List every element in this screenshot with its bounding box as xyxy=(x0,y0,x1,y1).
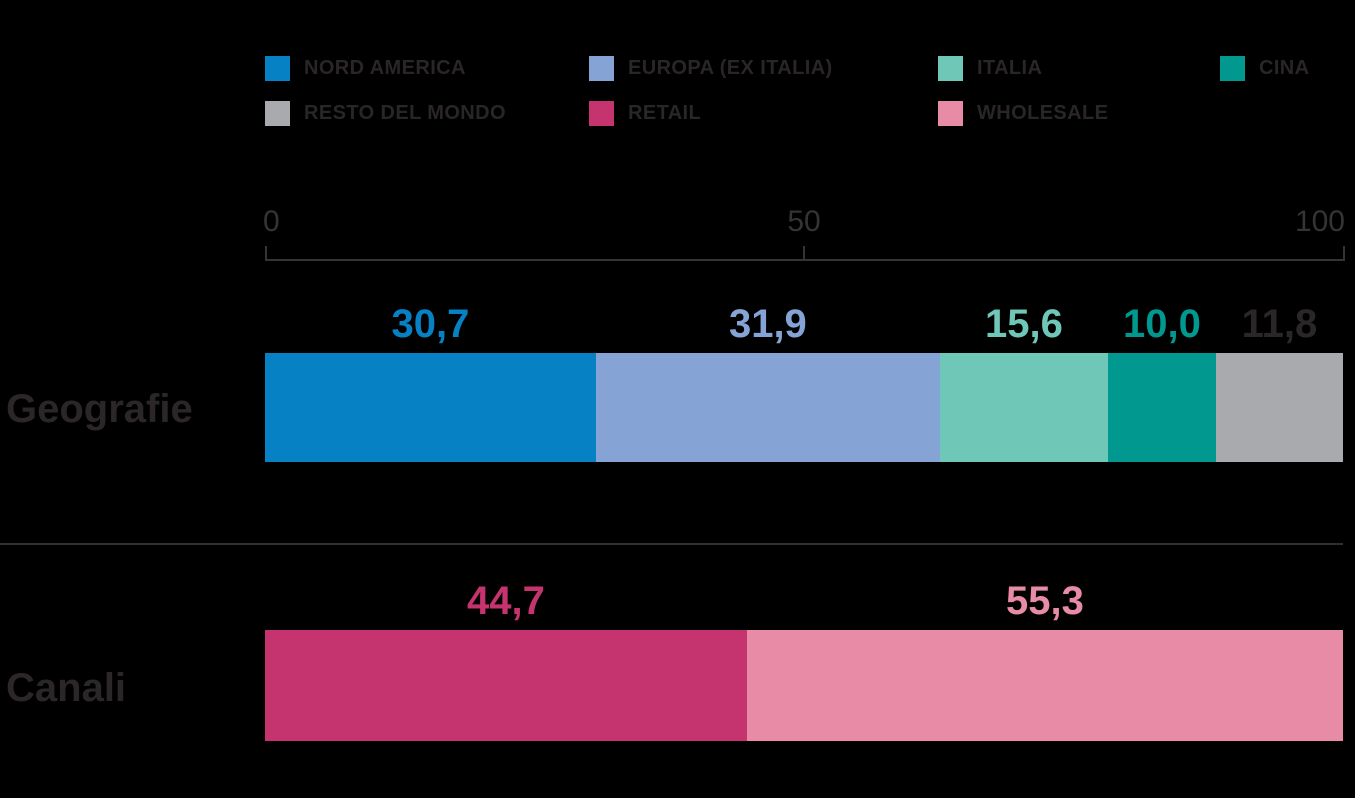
value-label-cina: 10,0 xyxy=(1122,302,1201,346)
legend-item-label: EUROPA (EX ITALIA) xyxy=(628,57,833,79)
value-label-europa-ex-italia: 31,9 xyxy=(728,302,807,346)
row-label-canali: Canali xyxy=(6,666,127,710)
legend-item-wholesale: WHOLESALE xyxy=(938,101,1108,126)
bar-track xyxy=(265,630,1343,741)
bar-segment-resto-del-mondo xyxy=(1215,353,1343,462)
legend-swatch-icon xyxy=(589,56,614,81)
legend-swatch-icon xyxy=(265,101,290,126)
x-axis-tick-mark xyxy=(1343,246,1345,261)
legend-item-italia: ITALIA xyxy=(938,56,1042,81)
legend-swatch-icon xyxy=(938,101,963,126)
legend-item-label: NORD AMERICA xyxy=(304,57,466,79)
value-labels-layer: 30,7 31,9 15,6 10,0 11,8 xyxy=(265,300,1343,347)
bar-segment-retail xyxy=(265,630,747,741)
legend-swatch-icon xyxy=(938,56,963,81)
x-axis-tick-label-50: 50 xyxy=(787,205,821,238)
x-axis-tick-label-100: 100 xyxy=(1294,205,1345,238)
legend-swatch-icon xyxy=(265,56,290,81)
row-label-geografie: Geografie xyxy=(6,387,193,431)
bar-segment-wholesale xyxy=(746,630,1343,741)
legend-item-resto-del-mondo: RESTO DEL MONDO xyxy=(265,101,506,126)
x-axis-tick-mark xyxy=(803,246,805,261)
x-axis-tick-mark xyxy=(265,246,267,261)
legend-swatch-icon xyxy=(589,101,614,126)
row-divider-line xyxy=(0,543,1343,545)
bar-segment-italia xyxy=(939,353,1108,462)
legend-item-cina: CINA xyxy=(1220,56,1310,81)
value-label-italia: 15,6 xyxy=(984,302,1063,346)
value-labels-layer: 44,7 55,3 xyxy=(265,577,1343,624)
value-label-nord-america: 30,7 xyxy=(391,302,470,346)
legend-item-retail: RETAIL xyxy=(589,101,701,126)
legend-swatch-icon xyxy=(1220,56,1245,81)
legend-item-label: CINA xyxy=(1259,57,1310,79)
bar-segment-cina xyxy=(1107,353,1216,462)
legend-item-nord-america: NORD AMERICA xyxy=(265,56,466,81)
legend-item-europa-ex-italia: EUROPA (EX ITALIA) xyxy=(589,56,833,81)
x-axis-line xyxy=(265,259,1345,261)
legend-item-label: WHOLESALE xyxy=(977,102,1109,124)
legend-item-label: RESTO DEL MONDO xyxy=(304,102,506,124)
bar-segment-europa-ex-italia xyxy=(595,353,940,462)
value-label-resto-del-mondo: 11,8 xyxy=(1241,302,1318,346)
value-label-wholesale: 55,3 xyxy=(1005,579,1084,623)
value-label-retail: 44,7 xyxy=(466,579,545,623)
legend-item-label: ITALIA xyxy=(977,57,1043,79)
x-axis-tick-label-0: 0 xyxy=(263,205,280,238)
legend-item-label: RETAIL xyxy=(628,102,702,124)
bar-track xyxy=(265,353,1343,462)
bar-segment-nord-america xyxy=(265,353,596,462)
